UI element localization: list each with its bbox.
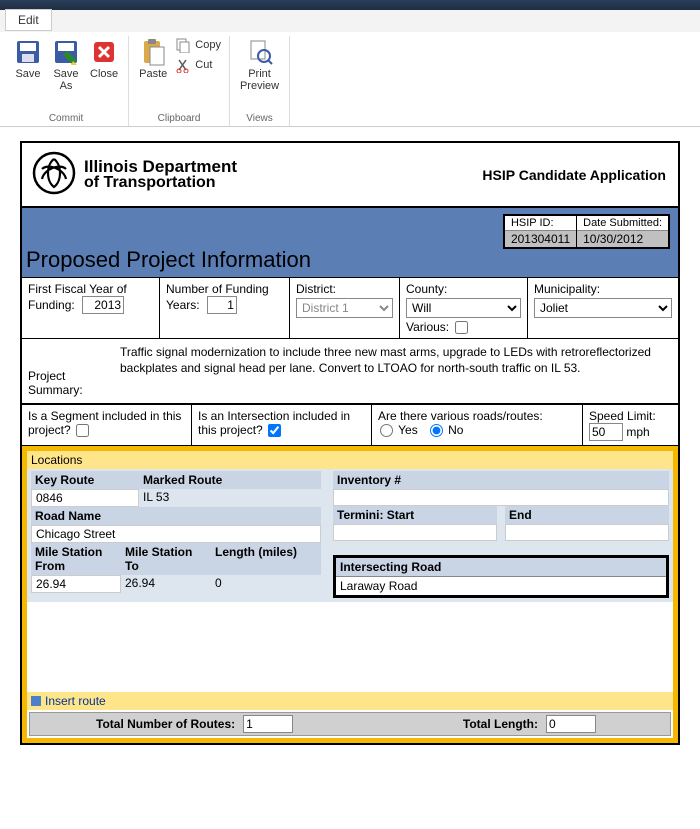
marked-route-label: Marked Route — [139, 471, 321, 489]
various-label: Various: — [406, 320, 449, 334]
length-value: 0 — [211, 575, 321, 592]
ribbon-group-commit: Save Save As Close Commit — [4, 36, 129, 126]
intersecting-road-label: Intersecting Road — [336, 558, 666, 577]
org-header: Illinois Department of Transportation — [22, 143, 470, 206]
various-checkbox[interactable] — [455, 321, 468, 334]
paste-button[interactable]: Paste — [135, 36, 171, 82]
close-label: Close — [90, 68, 118, 80]
total-routes-value — [243, 715, 293, 733]
county-select[interactable]: Will — [406, 298, 521, 318]
intersecting-road-value[interactable]: Laraway Road — [336, 577, 666, 595]
road-name-value[interactable]: Chicago Street — [31, 525, 321, 543]
insert-route-link[interactable]: Insert route — [27, 692, 673, 710]
yes-radio[interactable] — [380, 424, 393, 437]
road-name-label: Road Name — [31, 507, 321, 525]
speed-limit-label: Speed Limit: — [589, 409, 672, 423]
close-icon — [90, 38, 118, 66]
date-submitted-value: 10/30/2012 — [577, 231, 668, 247]
print-preview-label: Print Preview — [240, 68, 279, 92]
locations-panel: Locations Key Route 0846 Marked Route — [22, 446, 678, 743]
idot-logo-icon — [32, 151, 76, 198]
save-label: Save — [15, 68, 40, 80]
various-roads-question: Are there various roads/routes: — [378, 409, 576, 423]
group-label-views: Views — [246, 111, 273, 126]
termini-end-label: End — [505, 506, 669, 524]
no-radio[interactable] — [430, 424, 443, 437]
length-label: Length (miles) — [211, 543, 321, 575]
save-icon — [14, 38, 42, 66]
save-as-button[interactable]: Save As — [48, 36, 84, 94]
org-line1: Illinois Department — [84, 158, 237, 175]
termini-end-value[interactable] — [505, 524, 669, 541]
close-button[interactable]: Close — [86, 36, 122, 82]
marked-route-value: IL 53 — [139, 489, 321, 506]
ms-to-label: Mile Station To — [121, 543, 211, 575]
district-select[interactable]: District 1 — [296, 298, 393, 318]
org-line2: of Transportation — [84, 175, 237, 191]
project-summary-label: Project Summary: — [22, 339, 112, 403]
insert-icon — [31, 696, 41, 706]
hsip-id-label: HSIP ID: — [505, 216, 576, 231]
save-button[interactable]: Save — [10, 36, 46, 82]
ribbon-group-clipboard: Paste Copy Cut Clipboard — [129, 36, 230, 126]
district-label: District: — [296, 282, 393, 296]
fiscal-year-input[interactable] — [82, 296, 124, 314]
form-container: Illinois Department of Transportation HS… — [20, 141, 680, 745]
municipality-label: Municipality: — [534, 282, 672, 296]
total-routes-label: Total Number of Routes: — [96, 717, 235, 731]
save-as-icon — [52, 38, 80, 66]
locations-title: Locations — [27, 451, 673, 469]
inventory-label: Inventory # — [333, 471, 669, 489]
save-as-label: Save As — [53, 68, 78, 92]
insert-route-label: Insert route — [45, 694, 106, 708]
speed-unit: mph — [626, 425, 649, 439]
group-label-clipboard: Clipboard — [158, 111, 201, 126]
group-label-commit: Commit — [49, 111, 83, 126]
num-years-input[interactable] — [207, 296, 237, 314]
yes-option[interactable]: Yes — [378, 423, 418, 437]
termini-start-value[interactable] — [333, 524, 497, 541]
county-label: County: — [406, 282, 521, 296]
paste-label: Paste — [139, 68, 167, 80]
ms-to-value: 26.94 — [121, 575, 211, 592]
total-length-label: Total Length: — [463, 717, 538, 731]
cut-label: Cut — [195, 59, 212, 71]
key-route-value[interactable]: 0846 — [31, 489, 139, 507]
ms-from-label: Mile Station From — [31, 543, 121, 575]
intersection-checkbox[interactable] — [268, 424, 281, 437]
project-summary-text[interactable]: Traffic signal modernization to include … — [112, 339, 678, 403]
totals-bar: Total Number of Routes: Total Length: — [29, 712, 671, 736]
ms-from-value[interactable]: 26.94 — [31, 575, 121, 593]
hsip-id-value: 201304011 — [505, 231, 576, 247]
segment-question: Is a Segment included in this project? — [28, 409, 181, 437]
municipality-select[interactable]: Joliet — [534, 298, 672, 318]
no-option[interactable]: No — [428, 423, 464, 437]
date-submitted-label: Date Submitted: — [577, 216, 668, 231]
ribbon-group-views: Print Preview Views — [230, 36, 290, 126]
print-preview-button[interactable]: Print Preview — [236, 36, 283, 94]
cut-button[interactable]: Cut — [173, 56, 223, 74]
id-box: HSIP ID: 201304011 Date Submitted: 10/30… — [503, 214, 670, 249]
termini-start-label: Termini: Start — [333, 506, 497, 524]
tab-edit[interactable]: Edit — [5, 9, 52, 31]
segment-checkbox[interactable] — [76, 424, 89, 437]
key-route-label: Key Route — [31, 471, 139, 489]
intersecting-road-box: Intersecting Road Laraway Road — [333, 555, 669, 598]
paste-icon — [139, 38, 167, 66]
inventory-value[interactable] — [333, 489, 669, 506]
cut-icon — [175, 57, 191, 73]
print-preview-icon — [246, 38, 274, 66]
total-length-value — [546, 715, 596, 733]
menu-bar — [0, 0, 700, 10]
section-title: Proposed Project Information — [26, 247, 311, 273]
speed-limit-input[interactable] — [589, 423, 623, 441]
copy-icon — [175, 37, 191, 53]
copy-label: Copy — [195, 39, 221, 51]
copy-button[interactable]: Copy — [173, 36, 223, 54]
app-title: HSIP Candidate Application — [470, 143, 678, 206]
ribbon: Save Save As Close Commit — [0, 32, 700, 127]
